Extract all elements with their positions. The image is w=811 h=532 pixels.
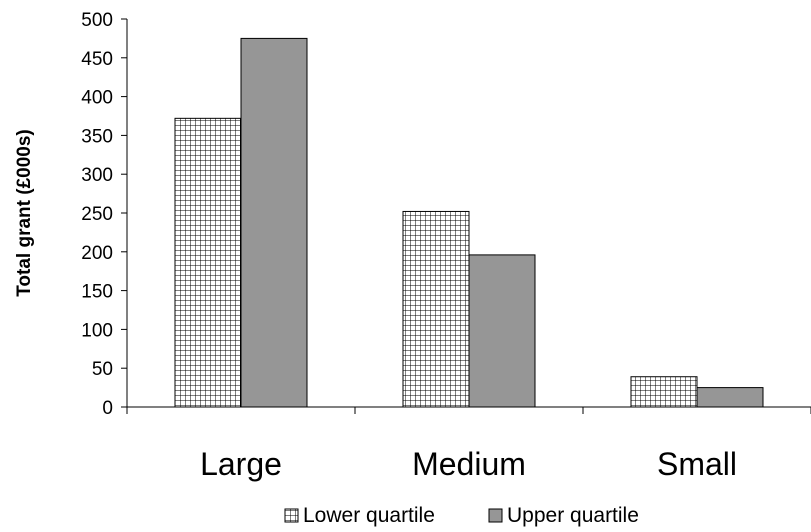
- bar-lower-quartile-large: [174, 117, 242, 408]
- y-tick-label: 100: [81, 320, 113, 341]
- bar-lower-quartile-medium: [402, 210, 470, 408]
- bars: [174, 37, 764, 408]
- bar-lower-quartile-small: [630, 376, 698, 408]
- bar-upper-quartile-medium: [468, 254, 536, 408]
- y-tick-label: 400: [81, 88, 113, 109]
- y-tick-label: 500: [81, 10, 113, 31]
- y-tick-label: 300: [81, 165, 113, 186]
- legend-swatch: [284, 508, 299, 523]
- x-tick-label: Medium: [412, 446, 526, 482]
- legend: Lower quartile Upper quartile: [284, 504, 639, 527]
- y-tick-label: 450: [81, 49, 113, 70]
- x-axis: [126, 406, 811, 414]
- x-tick-label: Large: [200, 446, 282, 482]
- y-tick-label: 150: [81, 282, 113, 303]
- legend-label: Upper quartile: [507, 504, 639, 527]
- y-tick-label: 250: [81, 204, 113, 225]
- y-axis-title: Total grant (£000s): [14, 129, 35, 297]
- y-tick-label: 200: [81, 243, 113, 264]
- y-tick-label: 350: [81, 126, 113, 147]
- y-tick-label: 0: [102, 398, 113, 419]
- y-axis: 0 50 100 150 200 250 300 350 400 450 500: [81, 10, 128, 419]
- category-labels: Large Medium Small: [200, 446, 737, 482]
- x-tick-label: Small: [657, 446, 737, 482]
- legend-label: Lower quartile: [303, 504, 435, 527]
- y-tick-label: 50: [92, 359, 113, 380]
- bar-upper-quartile-small: [696, 387, 764, 408]
- bar-upper-quartile-large: [240, 37, 308, 408]
- legend-swatch: [488, 508, 503, 523]
